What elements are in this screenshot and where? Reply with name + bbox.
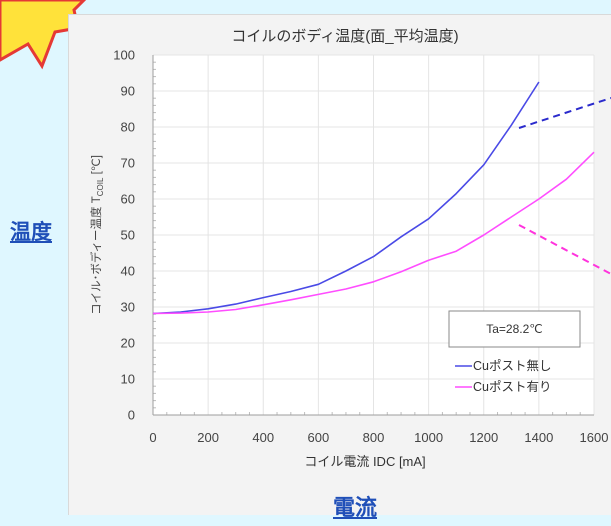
x-tick-label: 0 (149, 430, 156, 445)
y-tick-label: 80 (121, 120, 135, 135)
y-tick-label: 100 (113, 48, 135, 63)
x-tick-label: 200 (197, 430, 219, 445)
x-axis-callout-label: 電流 (333, 496, 378, 521)
chart-texts: 0 200 400 600 800 1000 1200 1400 1600 0 10 20 30 40 50… (89, 27, 608, 469)
starburst-callout (0, 0, 87, 70)
x-tick-label: 1600 (580, 430, 609, 445)
x-axis-label: コイル電流 IDC [mA] (304, 454, 425, 469)
x-tick-label: 400 (252, 430, 274, 445)
x-tick-label: 800 (363, 430, 385, 445)
y-tick-label: 90 (121, 84, 135, 99)
pointer-line-magenta (518, 224, 611, 275)
y-tick-label: 60 (121, 192, 135, 207)
y-tick-label: 20 (121, 336, 135, 351)
legend-label-1: Cuポスト無し (473, 358, 551, 373)
legend-label-2: Cuポスト有り (473, 380, 551, 394)
y-tick-label: 0 (128, 408, 135, 423)
pointer-line-blue (518, 97, 611, 129)
x-tick-label: 1400 (524, 430, 553, 445)
series-line-2 (152, 151, 595, 315)
y-axis-callout-label: 温度 (10, 220, 52, 244)
grid (152, 54, 595, 416)
y-tick-label: 50 (121, 228, 135, 243)
chart-title: コイルのボディ温度(面_平均温度) (231, 27, 458, 45)
y-axis-label: コイル･ボディー温度 TCOIL [℃] (89, 155, 105, 315)
series-group (152, 81, 595, 315)
annotation-text: Ta=28.2℃ (486, 322, 543, 336)
x-tick-label: 1200 (469, 430, 498, 445)
pointer-lines (518, 97, 611, 275)
y-tick-label: 10 (121, 372, 135, 387)
y-tick-label: 40 (121, 264, 135, 279)
series-line-1 (152, 81, 540, 315)
x-tick-label: 1000 (414, 430, 443, 445)
annotation-box (448, 310, 581, 348)
y-tick-label: 70 (121, 156, 135, 171)
axes (152, 55, 594, 416)
y-tick-label: 30 (121, 300, 135, 315)
x-tick-label: 600 (308, 430, 330, 445)
